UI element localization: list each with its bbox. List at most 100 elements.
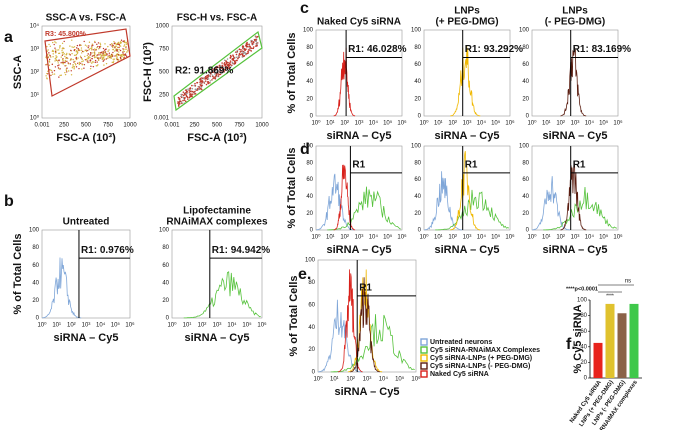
histogram [42,257,82,319]
event-dot [226,68,228,71]
event-dot [180,101,183,103]
x-tick-label: 10¹ [183,323,192,329]
x-tick-label: 10¹ [542,235,551,241]
histogram [330,314,415,373]
event-dot [73,61,75,63]
event-dot [118,51,120,53]
event-dot [255,40,257,42]
event-dot [113,42,116,45]
event-dot [52,41,54,44]
event-dot [81,52,83,54]
event-dot [67,62,69,64]
event-dot [122,49,125,51]
event-dot [120,42,122,45]
event-dot [86,45,88,47]
x-tick-label: 10⁵ [599,120,609,127]
event-dot [219,73,222,76]
event-dot [58,47,61,49]
x-tick-label: 10³ [571,235,580,241]
legend-label: Naked Cy5 siRNA [430,371,489,378]
y-tick-label: 20 [522,96,529,102]
event-dot [116,50,118,52]
event-dot [122,57,125,59]
y-tick-label: 0 [36,316,40,322]
plot-title: Naked Cy5 siRNA [317,17,401,28]
x-tick-label: 10² [198,323,207,329]
event-dot [179,100,182,103]
event-dot [117,41,120,44]
event-dot [197,88,200,91]
event-dot [216,65,219,68]
event-dot [72,58,74,61]
event-dot [247,49,250,51]
event-dot [189,87,191,90]
x-tick-label: 750 [234,123,245,129]
event-dot [79,49,81,52]
event-dot [80,44,82,46]
event-dot [88,41,91,43]
event-dot [93,56,96,59]
event-dot [122,51,124,53]
event-dot [75,57,77,60]
event-dot [229,61,231,64]
event-dot [241,51,244,53]
event-dot [57,62,59,64]
x-tick-label: 10⁰ [311,234,321,241]
event-dot [94,61,96,64]
histogram [450,46,481,117]
event-dot [99,53,102,56]
y-tick-label: 100 [303,28,314,34]
event-dot [118,44,121,46]
event-dot [236,49,239,52]
event-dot [75,64,77,66]
event-dot [212,77,214,80]
event-dot [184,96,186,99]
event-dot [115,54,118,56]
y-tick-label: 80 [414,160,421,166]
event-dot [79,55,82,58]
event-dot [191,87,194,90]
panel-label: d [300,141,310,158]
y-tick-label: 100 [519,144,530,150]
x-axis-label: siRNA – Cy5 [326,130,391,142]
event-dot [118,46,120,49]
plot-frame [171,229,263,319]
event-dot [112,46,114,49]
event-dot [62,53,64,56]
event-dot [123,44,126,46]
event-dot [108,56,110,58]
event-dot [211,79,213,81]
event-dot [209,82,211,84]
y-tick-label: 0 [312,370,316,376]
event-dot [207,78,210,80]
x-tick-label: 10⁵ [491,120,501,127]
event-dot [65,69,68,72]
x-tick-label: 10² [448,235,457,241]
event-dot [102,57,104,60]
histogram [316,173,355,231]
event-dot [89,47,91,50]
x-tick-label: 10² [340,121,349,127]
event-dot [254,36,257,38]
event-dot [66,71,68,73]
y-tick-label: 20 [414,211,421,217]
event-dot [80,49,83,51]
legend-swatch [420,346,428,354]
event-dot [78,62,81,64]
event-dot [71,46,73,48]
event-dot [256,45,258,47]
event-dot [48,60,50,62]
event-dot [76,62,79,64]
event-dot [242,46,244,49]
event-dot [237,55,240,58]
event-dot [185,94,188,97]
event-dot [97,45,99,48]
event-dot [103,59,105,61]
event-dot [55,59,58,61]
event-dot [219,65,222,68]
event-dot [96,46,98,49]
y-tick-label: 40 [308,325,315,331]
y-tick-label: 10¹ [30,93,39,99]
event-dot [125,54,127,57]
event-dot [238,48,241,51]
